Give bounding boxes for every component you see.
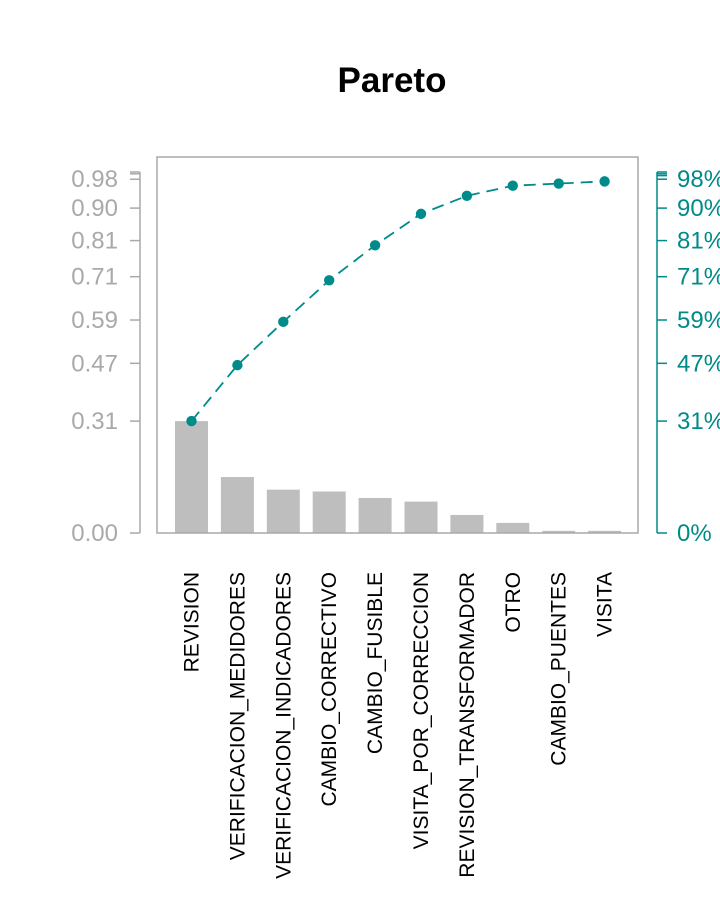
frame-layer bbox=[156, 156, 639, 534]
left-tick-label: 0.90 bbox=[71, 195, 118, 222]
cumulative-line bbox=[190, 180, 605, 422]
cumulative-point-verificacion-indicadores bbox=[278, 316, 289, 328]
category-label-verificacion-indicadores: VERIFICACION_INDICADORES bbox=[272, 572, 295, 879]
category-label-cambio-puentes: CAMBIO_PUENTES bbox=[548, 572, 571, 766]
right-tick-label: 31% bbox=[677, 408, 720, 435]
bar-verificacion-medidores bbox=[220, 477, 254, 533]
category-label-visita: VISITA bbox=[594, 572, 617, 637]
right-tick-label: 81% bbox=[677, 228, 720, 255]
right-tick-label: 0% bbox=[677, 520, 712, 547]
bar-cambio-puentes bbox=[542, 530, 576, 533]
bar-visita bbox=[588, 530, 622, 533]
cumulative-point-visita-por-correccion bbox=[415, 208, 427, 220]
bar-verificacion-indicadores bbox=[266, 489, 300, 533]
left-tick-label: 0.47 bbox=[71, 350, 118, 377]
right-tick-label: 98% bbox=[677, 166, 720, 193]
bar-cambio-correctivo bbox=[312, 491, 346, 533]
left-axis: 0.00 0.31 0.47 0.59 0.71 0.81 0.900.98 bbox=[71, 166, 141, 547]
plot-frame bbox=[156, 156, 639, 534]
category-label-visita-por-correccion: VISITA_POR_CORRECCION bbox=[410, 572, 433, 849]
right-tick-label: 90% bbox=[677, 195, 720, 222]
left-tick-label: 0.71 bbox=[71, 264, 118, 291]
left-tick-label: 0.98 bbox=[71, 166, 118, 193]
category-label-otro: OTRO bbox=[502, 572, 525, 633]
cumulative-point-cambio-fusible bbox=[369, 240, 381, 251]
category-label-revision-transformador: REVISION_TRANSFORMADOR bbox=[456, 572, 479, 878]
cumulative-point-cambio-puentes bbox=[553, 178, 564, 189]
bar-revision-transformador bbox=[450, 514, 484, 533]
chart-title: Pareto bbox=[338, 61, 447, 100]
right-axis: 0% 31% 47% 59% 71% 81% 90%98% bbox=[656, 166, 720, 547]
left-tick-label: 0.59 bbox=[71, 307, 118, 334]
bar-visita-por-correccion bbox=[404, 501, 438, 533]
left-tick-label: 0.81 bbox=[71, 228, 118, 255]
category-labels: REVISION VERIFICACION_MEDIDORES VERIFICACI… bbox=[181, 572, 617, 879]
cumulative-point-cambio-correctivo bbox=[324, 275, 335, 286]
category-label-verificacion-medidores: VERIFICACION_MEDIDORES bbox=[226, 572, 249, 860]
bar-otro bbox=[496, 522, 530, 533]
cumulative-point-revision bbox=[186, 415, 197, 427]
category-label-cambio-correctivo: CAMBIO_CORRECTIVO bbox=[318, 572, 341, 807]
cumulative-point-verificacion-medidores bbox=[232, 359, 243, 371]
cumulative-point-visita bbox=[599, 176, 610, 187]
bars-layer bbox=[175, 421, 622, 533]
category-label-revision: REVISION bbox=[181, 572, 204, 672]
cumulative-point-revision-transformador bbox=[461, 190, 473, 202]
left-tick-label: 0.31 bbox=[71, 408, 118, 435]
bar-cambio-fusible bbox=[358, 497, 392, 533]
right-tick-label: 59% bbox=[677, 307, 720, 334]
cumulative-point-otro bbox=[507, 180, 518, 191]
cumulative-line-layer bbox=[186, 176, 610, 427]
left-tick-label: 0.00 bbox=[71, 520, 118, 547]
right-tick-label: 47% bbox=[677, 350, 720, 377]
bar-revision bbox=[175, 421, 208, 533]
right-tick-label: 71% bbox=[677, 264, 720, 291]
category-label-cambio-fusible: CAMBIO_FUSIBLE bbox=[364, 572, 387, 754]
